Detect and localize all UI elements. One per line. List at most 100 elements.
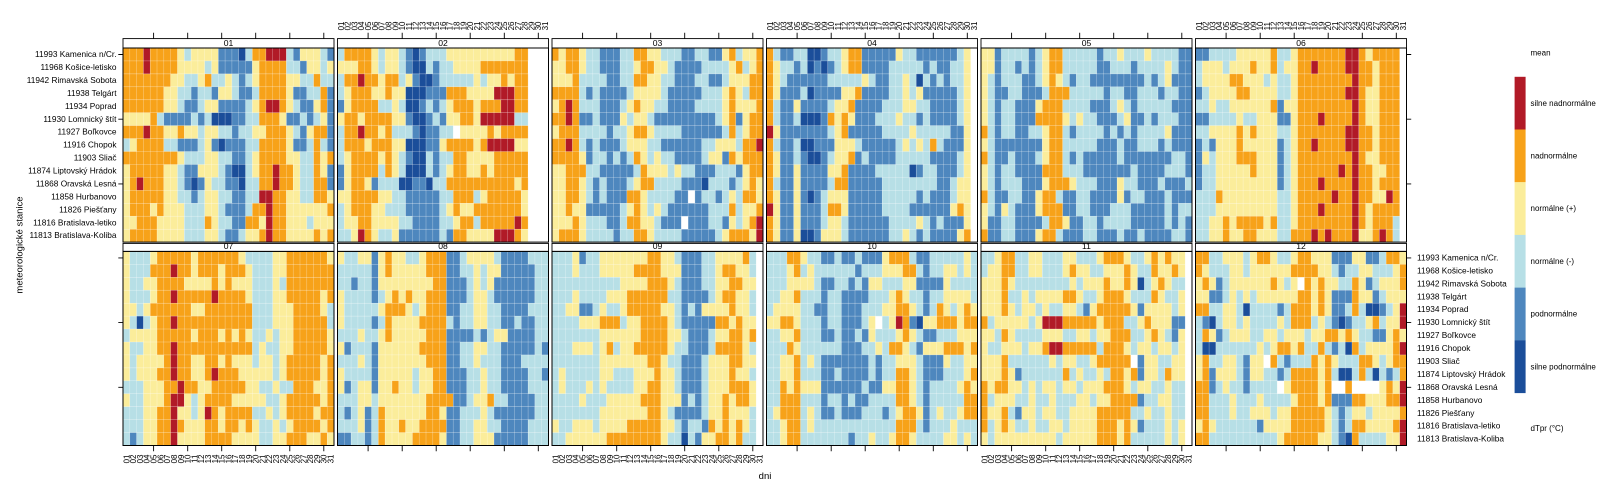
- svg-text:11916 Chopok: 11916 Chopok: [63, 140, 117, 150]
- svg-text:30: 30: [1178, 454, 1187, 463]
- svg-text:08: 08: [170, 454, 179, 463]
- svg-text:29: 29: [1385, 21, 1394, 30]
- svg-text:07: 07: [1236, 21, 1245, 30]
- svg-text:01: 01: [551, 454, 560, 463]
- svg-text:07: 07: [224, 241, 234, 251]
- svg-text:22: 22: [480, 21, 489, 30]
- svg-text:31: 31: [327, 454, 336, 463]
- svg-text:15: 15: [647, 454, 656, 463]
- svg-text:06: 06: [1296, 38, 1306, 48]
- svg-text:11: 11: [190, 454, 199, 463]
- svg-text:11868 Oravská Lesná: 11868 Oravská Lesná: [36, 179, 117, 189]
- svg-text:20: 20: [1110, 454, 1119, 463]
- svg-text:mean: mean: [1531, 49, 1551, 58]
- svg-text:19: 19: [459, 21, 468, 30]
- svg-text:30: 30: [1392, 21, 1401, 30]
- svg-text:03: 03: [565, 454, 574, 463]
- svg-text:29: 29: [742, 454, 751, 463]
- svg-text:03: 03: [350, 21, 359, 30]
- svg-text:23: 23: [1345, 21, 1354, 30]
- svg-text:04: 04: [1215, 21, 1224, 30]
- svg-text:16: 16: [439, 21, 448, 30]
- svg-text:17: 17: [446, 21, 455, 30]
- svg-text:07: 07: [163, 454, 172, 463]
- svg-text:29: 29: [1171, 454, 1180, 463]
- svg-text:08: 08: [1242, 21, 1251, 30]
- svg-text:19: 19: [674, 454, 683, 463]
- svg-text:11: 11: [1263, 22, 1272, 31]
- svg-text:04: 04: [1001, 454, 1010, 463]
- svg-text:16: 16: [868, 21, 877, 30]
- svg-text:31: 31: [756, 454, 765, 463]
- svg-text:26: 26: [722, 454, 731, 463]
- svg-text:02: 02: [773, 21, 782, 30]
- svg-text:09: 09: [820, 21, 829, 30]
- svg-text:05: 05: [1082, 38, 1092, 48]
- svg-text:11874 Liptovský Hrádok: 11874 Liptovský Hrádok: [28, 166, 117, 176]
- svg-text:06: 06: [1014, 454, 1023, 463]
- svg-text:16: 16: [653, 454, 662, 463]
- svg-text:14: 14: [854, 21, 863, 30]
- svg-text:25: 25: [929, 21, 938, 30]
- svg-text:17: 17: [231, 454, 240, 463]
- svg-text:11874 Liptovský Hrádok: 11874 Liptovský Hrádok: [1417, 369, 1506, 379]
- svg-text:24: 24: [279, 454, 288, 463]
- svg-text:26: 26: [1151, 454, 1160, 463]
- svg-text:14: 14: [1283, 21, 1292, 30]
- svg-text:21: 21: [473, 21, 482, 30]
- svg-text:27: 27: [299, 454, 308, 463]
- svg-text:01: 01: [122, 454, 131, 463]
- svg-text:19: 19: [1103, 454, 1112, 463]
- svg-text:25: 25: [715, 454, 724, 463]
- svg-text:14: 14: [640, 454, 649, 463]
- svg-text:13: 13: [204, 454, 213, 463]
- svg-text:15: 15: [218, 454, 227, 463]
- svg-text:02: 02: [558, 454, 567, 463]
- svg-text:20: 20: [681, 454, 690, 463]
- svg-text:10: 10: [613, 454, 622, 463]
- svg-text:05: 05: [793, 21, 802, 30]
- svg-text:11927 Boľkovce: 11927 Boľkovce: [1417, 330, 1476, 340]
- svg-text:18: 18: [1311, 21, 1320, 30]
- svg-text:09: 09: [391, 21, 400, 30]
- svg-text:10: 10: [1256, 21, 1265, 30]
- svg-text:02: 02: [438, 38, 448, 48]
- svg-text:08: 08: [384, 21, 393, 30]
- svg-text:20: 20: [895, 21, 904, 30]
- svg-text:27: 27: [728, 454, 737, 463]
- svg-text:28: 28: [950, 21, 959, 30]
- svg-text:07: 07: [592, 454, 601, 463]
- svg-text:05: 05: [1222, 21, 1231, 30]
- svg-text:15: 15: [1290, 21, 1299, 30]
- svg-text:11826 Piešťany: 11826 Piešťany: [59, 204, 117, 214]
- svg-text:13: 13: [419, 21, 428, 30]
- svg-text:13: 13: [1062, 454, 1071, 463]
- svg-text:08: 08: [813, 21, 822, 30]
- svg-text:31: 31: [1185, 454, 1194, 463]
- svg-text:16: 16: [1297, 21, 1306, 30]
- svg-text:09: 09: [653, 241, 663, 251]
- svg-text:05: 05: [364, 21, 373, 30]
- svg-text:24: 24: [922, 21, 931, 30]
- svg-text:25: 25: [1144, 454, 1153, 463]
- svg-text:11993 Kamenica n/Cr.: 11993 Kamenica n/Cr.: [1417, 253, 1498, 263]
- svg-text:29: 29: [956, 21, 965, 30]
- svg-text:normálne (-): normálne (-): [1531, 257, 1575, 266]
- svg-text:31: 31: [970, 21, 979, 30]
- svg-text:01: 01: [980, 454, 989, 463]
- svg-text:05: 05: [1008, 454, 1017, 463]
- svg-text:12: 12: [1055, 454, 1064, 463]
- svg-text:09: 09: [177, 454, 186, 463]
- svg-text:25: 25: [1358, 21, 1367, 30]
- svg-text:10: 10: [184, 454, 193, 463]
- svg-text:28: 28: [735, 454, 744, 463]
- svg-text:12: 12: [626, 454, 635, 463]
- svg-text:27: 27: [514, 21, 523, 30]
- svg-text:14: 14: [211, 454, 220, 463]
- svg-text:06: 06: [156, 454, 165, 463]
- svg-text:13: 13: [1277, 21, 1286, 30]
- svg-text:12: 12: [1296, 241, 1306, 251]
- svg-text:27: 27: [1157, 454, 1166, 463]
- svg-text:04: 04: [786, 21, 795, 30]
- svg-text:20: 20: [252, 454, 261, 463]
